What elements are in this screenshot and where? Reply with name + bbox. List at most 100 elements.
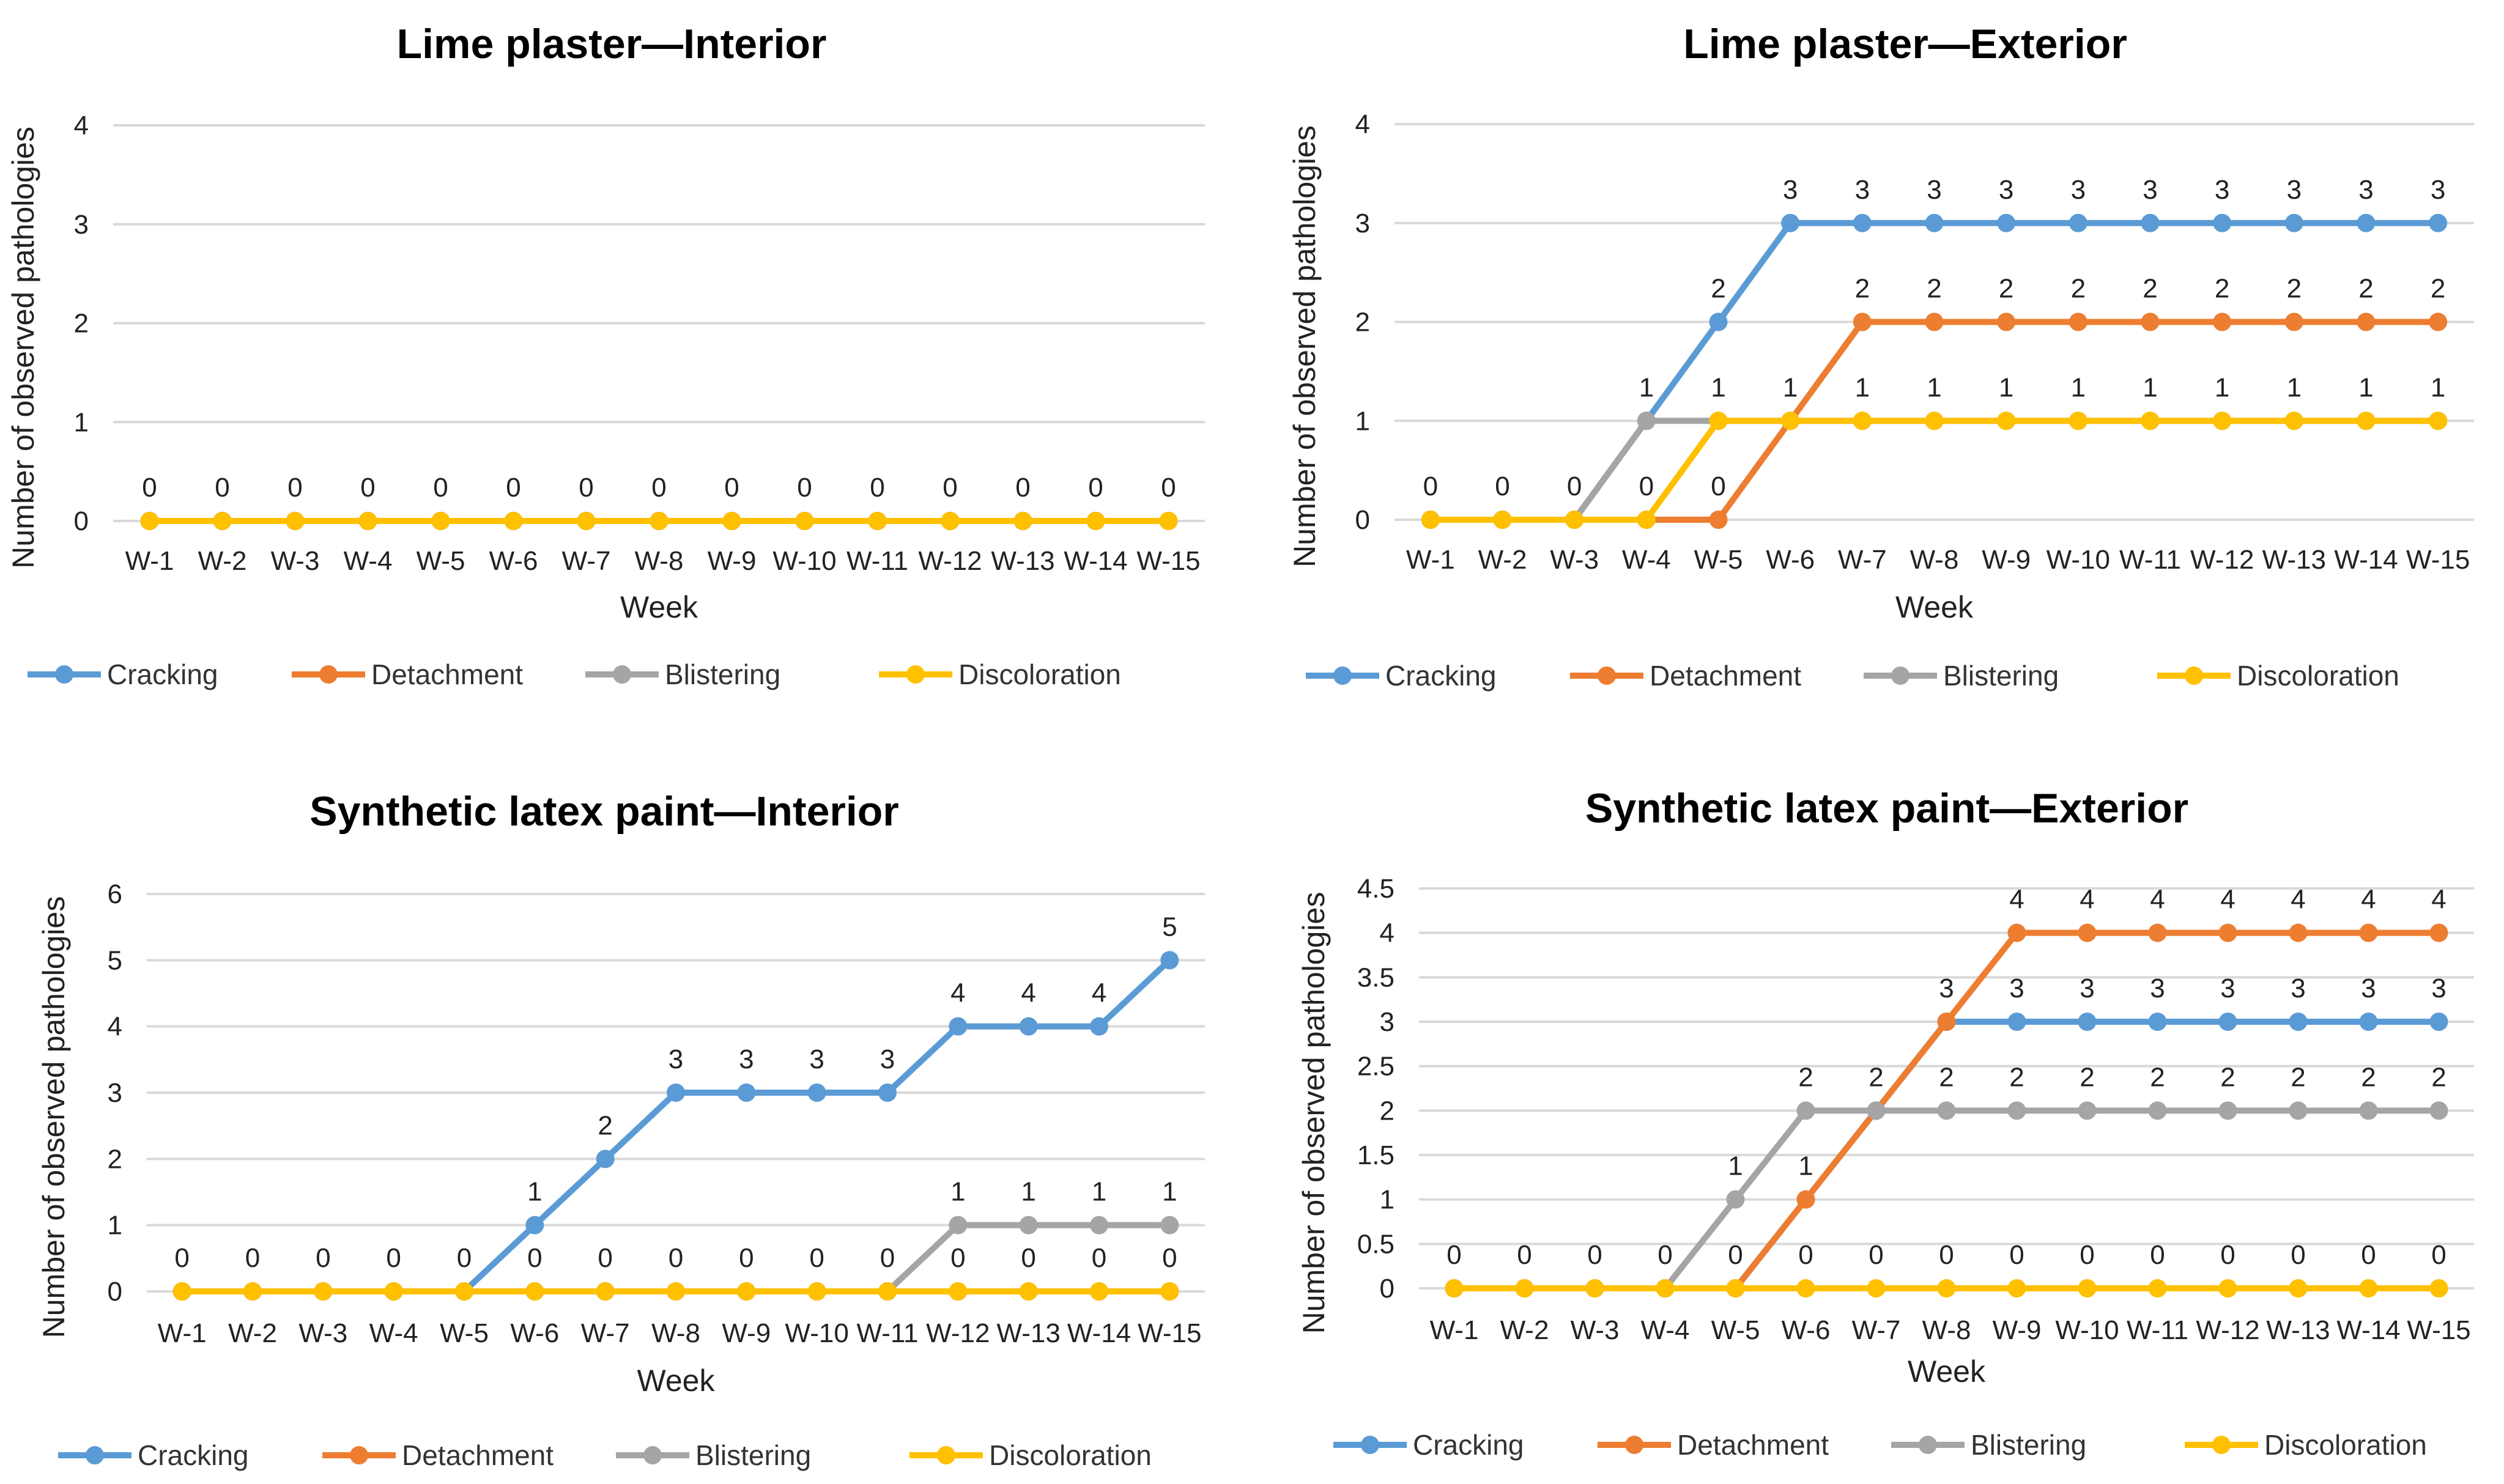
data-point-discoloration <box>384 1282 403 1301</box>
data-label-detachment: 2 <box>2431 274 2445 304</box>
data-label-discoloration: 1 <box>2215 372 2229 402</box>
data-point-discoloration <box>2078 1279 2097 1298</box>
data-label-blistering: 2 <box>2080 1062 2094 1092</box>
y-tick-label: 1 <box>1380 1185 1395 1215</box>
data-label-cracking: 3 <box>2080 973 2094 1003</box>
legend-item-detachment: Detachment <box>1570 660 1801 692</box>
x-tick-label: W-11 <box>2119 545 2181 575</box>
legend-marker-discoloration <box>937 1446 955 1464</box>
data-point-discoloration <box>455 1282 473 1301</box>
x-tick-label: W-5 <box>440 1318 489 1348</box>
data-point-discoloration <box>1585 1279 1604 1298</box>
legend-item-blistering: Blistering <box>616 1439 811 1471</box>
legend-marker-blistering <box>613 665 631 684</box>
data-label-discoloration: 0 <box>579 473 593 503</box>
data-point-cracking <box>1709 312 1728 331</box>
data-label-discoloration: 0 <box>506 473 520 503</box>
data-point-discoloration <box>949 1282 968 1301</box>
data-point-detachment <box>1997 312 2016 331</box>
legend-marker-blistering <box>643 1446 662 1464</box>
data-label-discoloration: 0 <box>360 473 375 503</box>
data-point-detachment <box>2429 923 2448 942</box>
data-point-discoloration <box>286 512 305 530</box>
data-point-discoloration <box>172 1282 191 1301</box>
data-point-discoloration <box>1637 511 1656 529</box>
data-label-cracking: 3 <box>2150 973 2165 1003</box>
data-point-detachment <box>2284 312 2303 331</box>
data-point-discoloration <box>358 512 377 530</box>
data-label-detachment: 2 <box>1999 274 2013 304</box>
x-tick-label: W-2 <box>198 546 247 576</box>
data-label-discoloration: 0 <box>598 1243 612 1273</box>
data-label-cracking: 3 <box>880 1044 895 1074</box>
data-point-discoloration <box>667 1282 685 1301</box>
x-tick-label: W-12 <box>918 546 982 576</box>
legend-label-cracking: Cracking <box>1385 660 1497 692</box>
legend-item-cracking: Cracking <box>58 1439 249 1471</box>
x-tick-label: W-9 <box>1993 1315 2042 1345</box>
data-point-discoloration <box>1493 511 1512 529</box>
data-label-blistering: 2 <box>2150 1062 2165 1092</box>
legend-item-detachment: Detachment <box>1598 1429 1829 1461</box>
data-label-detachment: 4 <box>2361 885 2376 915</box>
data-point-cracking <box>2148 1013 2167 1031</box>
data-label-detachment: 4 <box>2150 885 2165 915</box>
y-axis-title: Number of observed pathologies <box>1297 892 1331 1334</box>
data-label-discoloration: 0 <box>2150 1240 2165 1270</box>
y-tick-label: 0 <box>1355 505 1370 535</box>
data-label-detachment: 2 <box>2071 274 2086 304</box>
legend-label-detachment: Detachment <box>402 1439 554 1471</box>
data-label-cracking: 4 <box>950 978 965 1008</box>
data-point-discoloration <box>1925 412 1944 430</box>
legend-label-discoloration: Discoloration <box>2264 1429 2427 1461</box>
data-point-detachment <box>2218 923 2237 942</box>
x-tick-label: W-2 <box>228 1318 277 1348</box>
data-point-discoloration <box>1019 1282 1038 1301</box>
data-point-discoloration <box>1781 412 1800 430</box>
data-label-discoloration: 0 <box>386 1243 401 1273</box>
data-point-cracking <box>1781 213 1800 232</box>
data-point-detachment <box>1937 1013 1956 1031</box>
data-point-cracking <box>2289 1013 2308 1031</box>
data-point-discoloration <box>1445 1279 1464 1298</box>
data-point-discoloration <box>807 1282 826 1301</box>
x-tick-label: W-7 <box>581 1318 630 1348</box>
data-point-detachment <box>1925 312 1944 331</box>
data-label-detachment: 4 <box>2220 885 2235 915</box>
data-point-blistering <box>1160 1216 1179 1235</box>
data-point-discoloration <box>1160 1282 1179 1301</box>
chart-panel-2: Lime plaster—Exterior 0 1 2 3 4 W-1 W-2 W-3 W-4 W-… <box>1287 21 2474 692</box>
x-tick-label: W-8 <box>651 1318 700 1348</box>
data-label-discoloration: 0 <box>1798 1240 1813 1270</box>
legend-marker-cracking <box>55 665 73 684</box>
y-axis-title: Number of observed pathologies <box>37 896 71 1338</box>
x-tick-label: W-2 <box>1478 545 1527 575</box>
x-axis-title: Week <box>620 590 698 624</box>
legend-label-cracking: Cracking <box>107 659 218 690</box>
x-tick-label: W-13 <box>2262 545 2326 575</box>
data-label-discoloration: 0 <box>316 1243 330 1273</box>
data-label-discoloration: 0 <box>245 1243 260 1273</box>
data-point-blistering <box>1019 1216 1038 1235</box>
y-tick-label: 2.5 <box>1357 1052 1395 1082</box>
data-label-discoloration: 0 <box>1639 471 1654 501</box>
data-point-blistering <box>2289 1101 2308 1120</box>
legend-label-cracking: Cracking <box>1413 1429 1524 1461</box>
legend-item-blistering: Blistering <box>1864 660 2059 692</box>
data-label-discoloration: 1 <box>1711 372 1725 402</box>
data-label-detachment: 2 <box>1855 274 1870 304</box>
data-label-blistering: 1 <box>1639 372 1654 402</box>
data-point-detachment <box>2078 923 2097 942</box>
y-axis-title: Number of observed pathologies <box>1287 125 1322 567</box>
data-point-discoloration <box>1515 1279 1534 1298</box>
y-axis-title: Number of observed pathologies <box>6 127 40 569</box>
legend-label-discoloration: Discoloration <box>989 1439 1152 1471</box>
x-tick-label: W-9 <box>722 1318 771 1348</box>
y-tick-label: 2 <box>1380 1096 1395 1126</box>
chart-title: Lime plaster—Interior <box>397 21 827 67</box>
data-point-detachment <box>2289 923 2308 942</box>
legend-item-detachment: Detachment <box>322 1439 554 1471</box>
data-label-cracking: 3 <box>2431 175 2445 205</box>
data-label-discoloration: 0 <box>1658 1240 1672 1270</box>
chart-panel-1: Lime plaster—Interior 0 1 2 3 4 W-1 W-2 W-3 W-4 W-… <box>6 21 1205 690</box>
